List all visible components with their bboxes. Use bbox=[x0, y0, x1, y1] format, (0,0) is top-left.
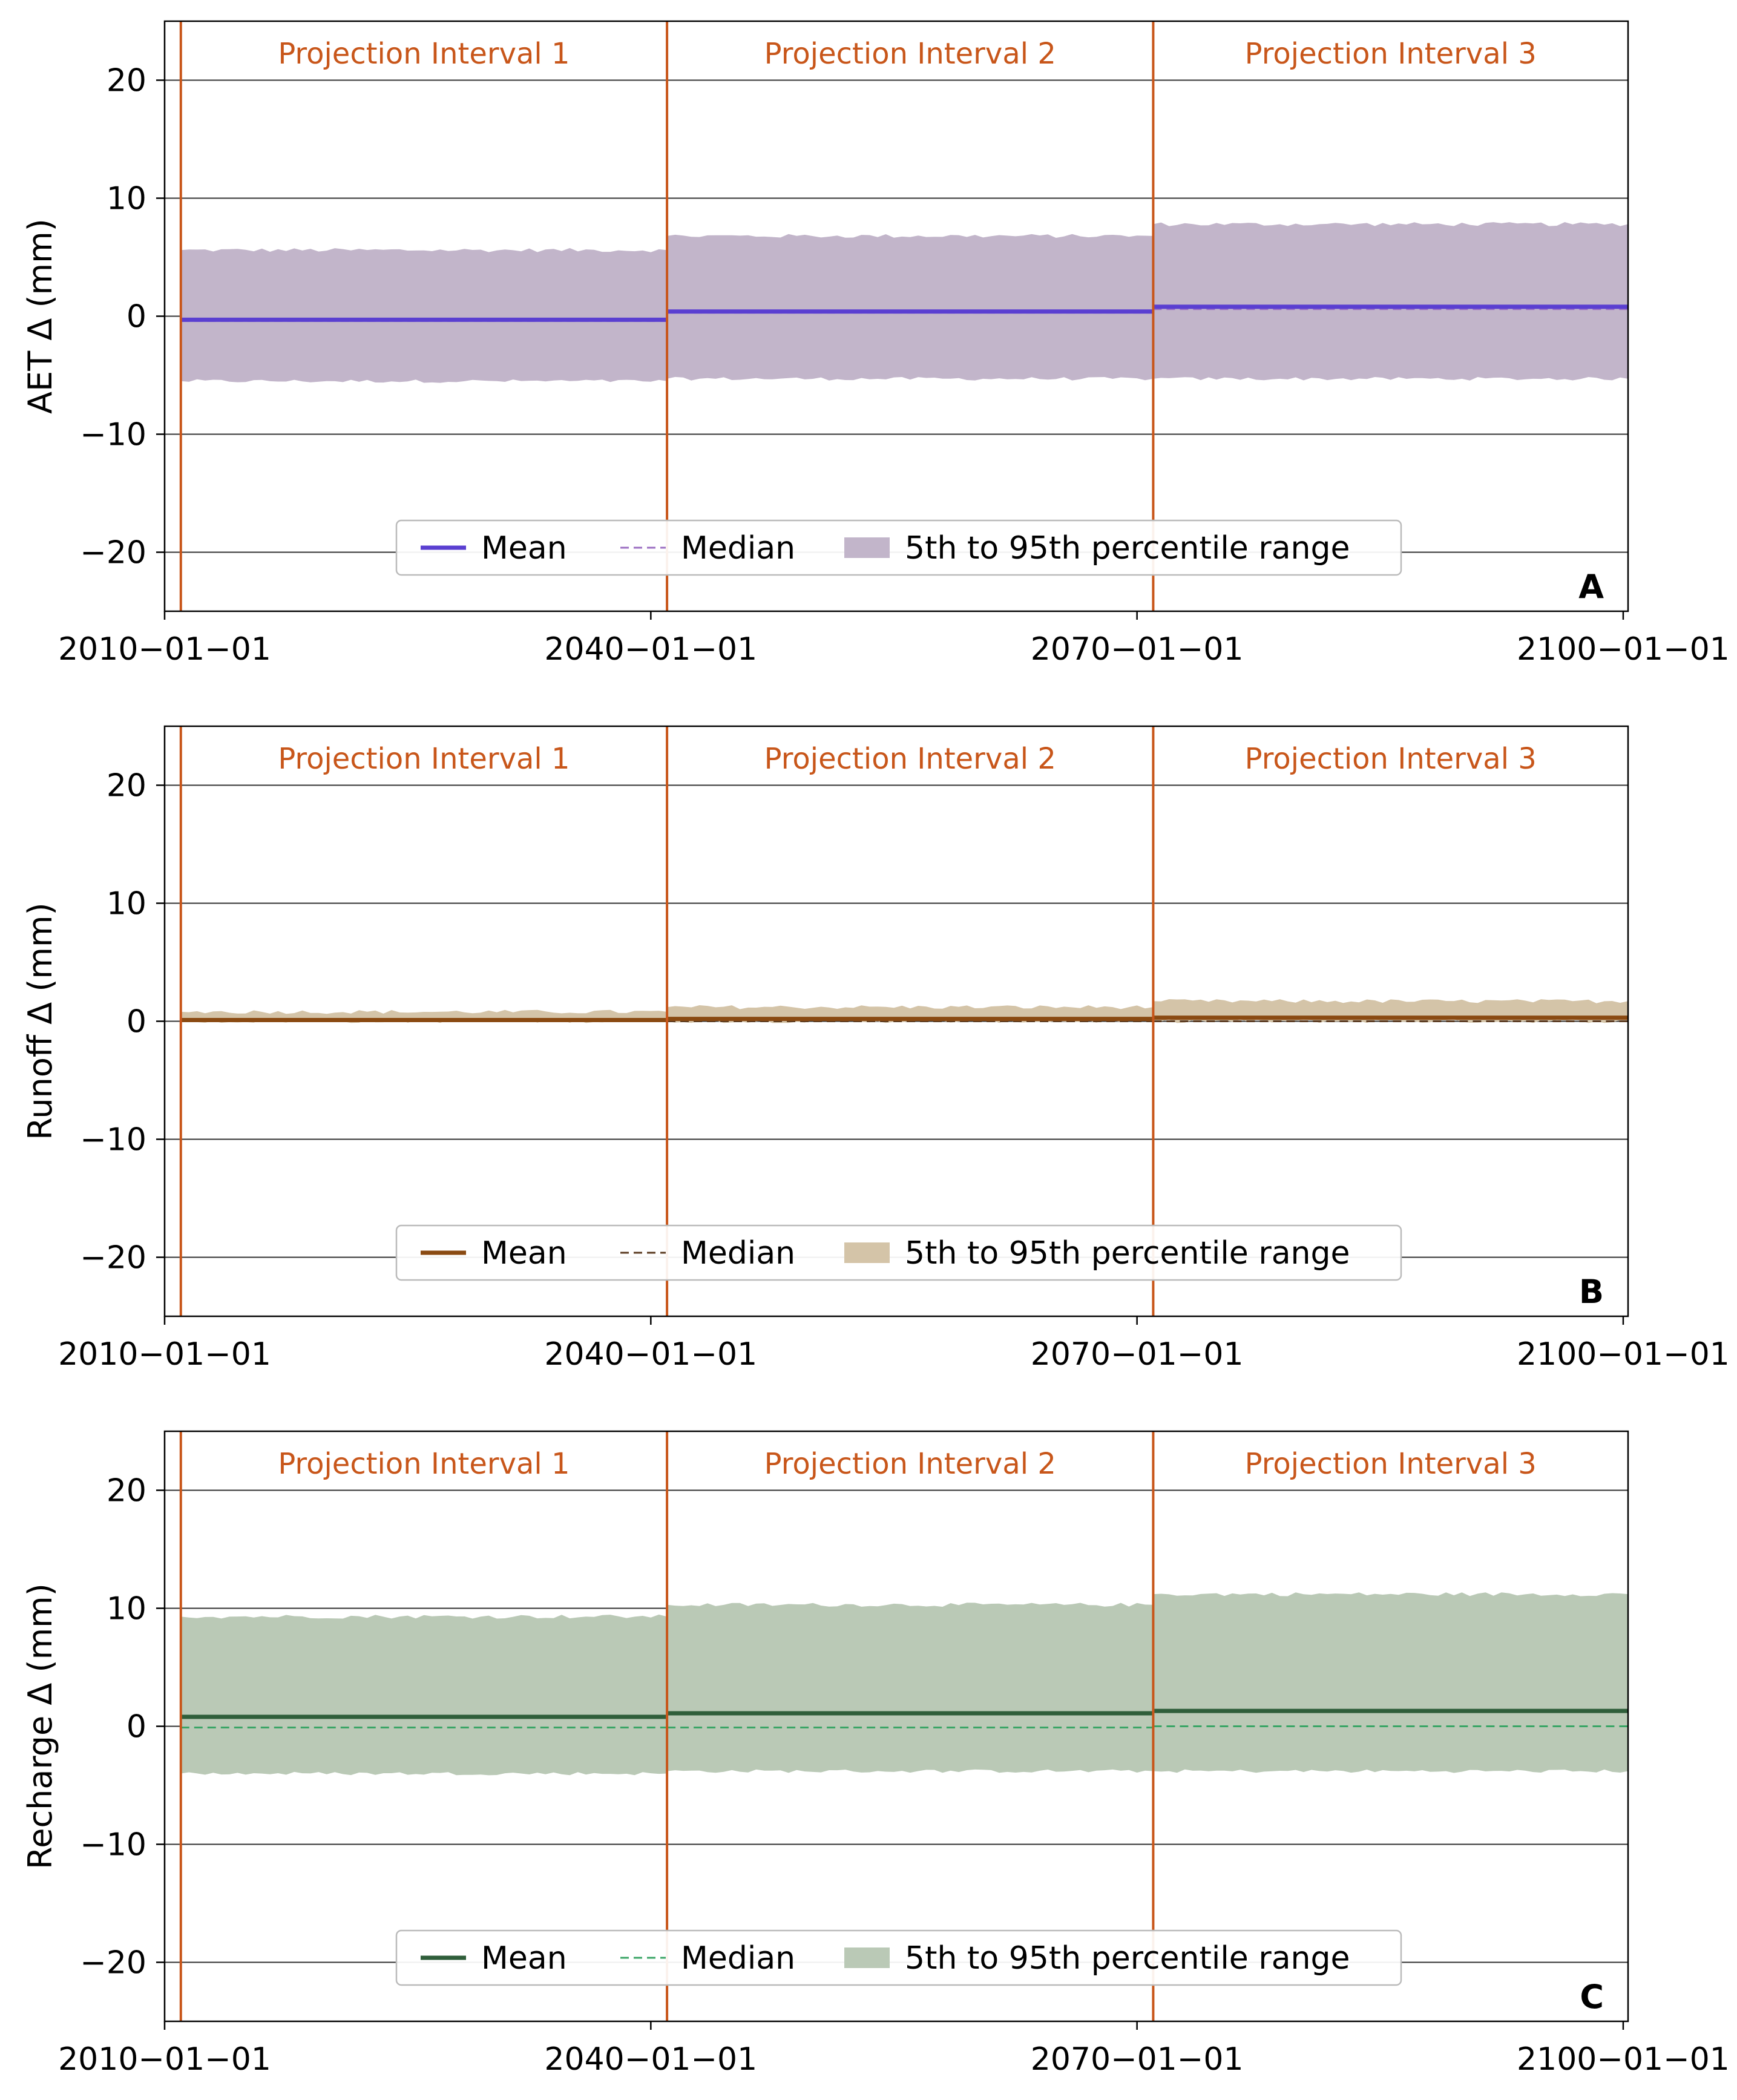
x-tick-label: 2070−01−01 bbox=[1031, 631, 1244, 668]
legend-median-label: Median bbox=[681, 530, 795, 566]
y-axis-label: Recharge Δ (mm) bbox=[21, 1583, 59, 1869]
plot-area bbox=[180, 222, 1628, 383]
legend-mean-label: Mean bbox=[481, 1235, 567, 1271]
panel-letter: C bbox=[1580, 1978, 1604, 2016]
percentile-band bbox=[1153, 222, 1628, 381]
x-tick-label: 2010−01−01 bbox=[58, 631, 271, 668]
x-tick-label: 2100−01−01 bbox=[1517, 2041, 1730, 2078]
legend-band-label: 5th to 95th percentile range bbox=[905, 530, 1350, 566]
y-tick-label: −20 bbox=[80, 535, 146, 571]
legend-median-label: Median bbox=[681, 1235, 795, 1271]
plot-area bbox=[180, 999, 1628, 1023]
legend-band-swatch bbox=[844, 1242, 890, 1263]
x-tick-label: 2040−01−01 bbox=[544, 2041, 757, 2078]
legend: Mean Median 5th to 95th percentile range bbox=[395, 1224, 1402, 1281]
y-tick-label: 20 bbox=[107, 63, 146, 99]
interval-label: Projection Interval 3 bbox=[1245, 742, 1537, 776]
y-tick-label: 0 bbox=[126, 299, 146, 335]
legend-band-swatch bbox=[844, 537, 890, 558]
interval-label: Projection Interval 1 bbox=[278, 37, 570, 71]
y-tick-label: 0 bbox=[126, 1709, 146, 1745]
legend: Mean Median 5th to 95th percentile range bbox=[395, 1929, 1402, 1986]
interval-label: Projection Interval 3 bbox=[1245, 1447, 1537, 1481]
interval-label: Projection Interval 3 bbox=[1245, 37, 1537, 71]
y-tick-label: −20 bbox=[80, 1945, 146, 1981]
legend-box bbox=[395, 519, 1402, 576]
legend-box bbox=[395, 1224, 1402, 1281]
interval-label: Projection Interval 2 bbox=[764, 1447, 1056, 1481]
y-tick-label: 20 bbox=[107, 1473, 146, 1509]
x-tick-label: 2040−01−01 bbox=[544, 1336, 757, 1373]
percentile-band bbox=[180, 1614, 668, 1776]
plot-area bbox=[180, 1592, 1628, 1776]
y-tick-label: −10 bbox=[80, 1122, 146, 1158]
y-tick-label: −20 bbox=[80, 1240, 146, 1276]
legend: Mean Median 5th to 95th percentile range bbox=[395, 519, 1402, 576]
panel-a: Projection Interval 1 Projection Interval… bbox=[21, 20, 1730, 668]
x-tick-label: 2010−01−01 bbox=[58, 2041, 271, 2078]
panel-letter: B bbox=[1579, 1273, 1604, 1311]
y-tick-label: −10 bbox=[80, 417, 146, 453]
interval-label: Projection Interval 2 bbox=[764, 742, 1056, 776]
x-tick-label: 2040−01−01 bbox=[544, 631, 757, 668]
percentile-band bbox=[180, 248, 668, 383]
legend-median-label: Median bbox=[681, 1940, 795, 1977]
y-axis-label: Runoff Δ (mm) bbox=[21, 902, 59, 1140]
percentile-band bbox=[667, 234, 1154, 381]
legend-band-label: 5th to 95th percentile range bbox=[905, 1235, 1350, 1271]
y-tick-label: 10 bbox=[107, 181, 146, 217]
interval-label: Projection Interval 1 bbox=[278, 742, 570, 776]
x-tick-label: 2010−01−01 bbox=[58, 1336, 271, 1373]
y-tick-label: 10 bbox=[107, 886, 146, 922]
legend-mean-label: Mean bbox=[481, 1940, 567, 1977]
x-tick-label: 2070−01−01 bbox=[1031, 2041, 1244, 2078]
interval-label: Projection Interval 1 bbox=[278, 1447, 570, 1481]
percentile-band bbox=[1153, 1592, 1628, 1773]
panel-b: Projection Interval 1 Projection Interval… bbox=[21, 725, 1730, 1373]
panel-letter: A bbox=[1578, 568, 1604, 606]
x-tick-label: 2070−01−01 bbox=[1031, 1336, 1244, 1373]
y-tick-label: 10 bbox=[107, 1591, 146, 1627]
percentile-band bbox=[667, 1603, 1154, 1773]
x-tick-label: 2100−01−01 bbox=[1517, 1336, 1730, 1373]
y-tick-label: 0 bbox=[126, 1004, 146, 1040]
y-tick-label: 20 bbox=[107, 768, 146, 804]
legend-band-swatch bbox=[844, 1947, 890, 1968]
x-tick-label: 2100−01−01 bbox=[1517, 631, 1730, 668]
legend-band-label: 5th to 95th percentile range bbox=[905, 1940, 1350, 1977]
panel-c: Projection Interval 1 Projection Interval… bbox=[21, 1430, 1730, 2078]
y-axis-label: AET Δ (mm) bbox=[21, 218, 59, 414]
interval-label: Projection Interval 2 bbox=[764, 37, 1056, 71]
legend-box bbox=[395, 1929, 1402, 1986]
legend-mean-label: Mean bbox=[481, 530, 567, 566]
y-tick-label: −10 bbox=[80, 1827, 146, 1863]
